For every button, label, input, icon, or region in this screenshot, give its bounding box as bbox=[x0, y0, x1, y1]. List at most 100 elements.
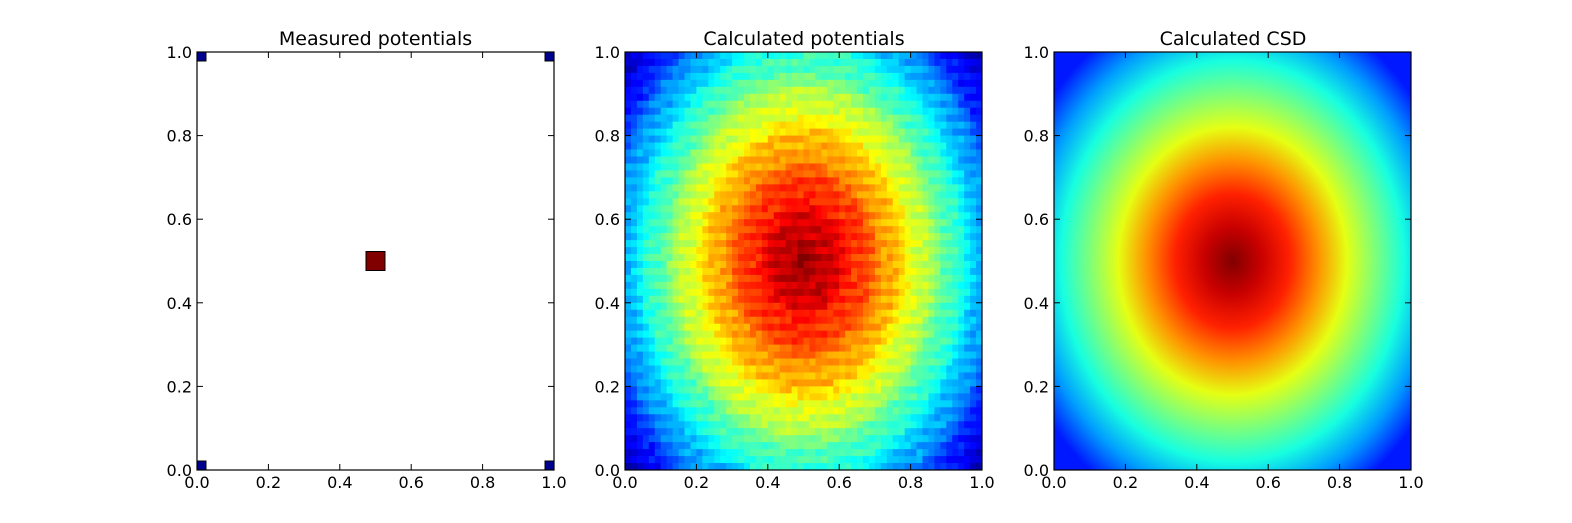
heatmap-cell bbox=[827, 86, 834, 95]
heatmap-cell bbox=[964, 149, 971, 157]
heatmap-cell bbox=[678, 274, 685, 283]
heatmap-cell bbox=[690, 156, 697, 164]
heatmap-cell bbox=[732, 65, 739, 74]
heatmap-cell bbox=[761, 149, 769, 157]
heatmap-cell bbox=[970, 261, 977, 269]
heatmap-cell bbox=[922, 414, 929, 422]
heatmap-cell bbox=[666, 205, 673, 213]
heatmap-cell bbox=[690, 456, 697, 464]
heatmap-cell bbox=[666, 344, 673, 352]
heatmap-cell bbox=[970, 281, 977, 290]
heatmap-cell bbox=[857, 267, 864, 276]
heatmap-cell bbox=[761, 79, 769, 88]
heatmap-cell bbox=[732, 456, 739, 464]
heatmap-cell bbox=[970, 463, 977, 471]
heatmap-cell bbox=[755, 212, 763, 220]
heatmap-cell bbox=[797, 274, 804, 283]
heatmap-cell bbox=[696, 337, 703, 345]
heatmap-cell bbox=[720, 107, 727, 116]
heatmap-cell bbox=[720, 449, 727, 457]
heatmap-cell bbox=[672, 114, 679, 123]
heatmap-cell bbox=[696, 386, 703, 394]
heatmap-cell bbox=[851, 58, 858, 67]
heatmap-cell bbox=[934, 156, 941, 164]
heatmap-cell bbox=[672, 240, 679, 248]
heatmap-cell bbox=[761, 351, 769, 359]
heatmap-cell bbox=[904, 170, 911, 178]
heatmap-cell bbox=[755, 330, 763, 339]
heatmap-cell bbox=[714, 358, 721, 366]
heatmap-cell bbox=[922, 442, 929, 450]
heatmap-cell bbox=[910, 372, 917, 380]
heatmap-cell bbox=[940, 316, 947, 325]
heatmap-cell bbox=[958, 344, 965, 352]
heatmap-cell bbox=[702, 351, 709, 359]
heatmap-cell bbox=[779, 52, 787, 60]
heatmap-cell bbox=[785, 107, 792, 116]
heatmap-cell bbox=[726, 142, 733, 150]
heatmap-cell bbox=[874, 58, 882, 67]
heatmap-cell bbox=[970, 191, 977, 199]
heatmap-cell bbox=[660, 107, 668, 116]
heatmap-cell bbox=[648, 93, 656, 102]
heatmap-cell bbox=[672, 323, 679, 332]
heatmap-cell bbox=[964, 281, 971, 290]
heatmap-cell bbox=[767, 177, 775, 185]
heatmap-cell bbox=[690, 386, 697, 394]
heatmap-cell bbox=[940, 52, 947, 60]
heatmap-cell bbox=[672, 79, 679, 88]
heatmap-cell bbox=[874, 428, 882, 436]
heatmap-cell bbox=[708, 302, 715, 311]
heatmap-cell bbox=[886, 114, 894, 123]
heatmap-cell bbox=[940, 247, 947, 255]
panel-calculated-csd: Calculated CSD 0.0 0.2 0.4 0.6 0.8 1.00.00.20… bbox=[1024, 28, 1424, 492]
heatmap-cell bbox=[952, 177, 959, 185]
heatmap-cell bbox=[642, 198, 650, 206]
heatmap-cell bbox=[714, 435, 721, 443]
heatmap-cell bbox=[690, 52, 697, 60]
heatmap-cell bbox=[630, 58, 638, 67]
heatmap-cell bbox=[874, 295, 882, 304]
heatmap-cell bbox=[928, 170, 935, 178]
heatmap-cell bbox=[744, 281, 751, 290]
heatmap-cell bbox=[970, 414, 977, 422]
heatmap-cell bbox=[815, 288, 822, 297]
heatmap-cell bbox=[684, 344, 691, 352]
heatmap-cell bbox=[857, 344, 864, 352]
heatmap-cell bbox=[946, 393, 953, 401]
heatmap-cell bbox=[660, 463, 668, 471]
heatmap-cell bbox=[809, 421, 816, 429]
heatmap-cell bbox=[791, 386, 798, 394]
heatmap-cell bbox=[755, 316, 763, 325]
heatmap-cell bbox=[952, 309, 959, 318]
heatmap-cell bbox=[654, 442, 662, 450]
heatmap-cell bbox=[779, 219, 787, 227]
heatmap-cell bbox=[666, 247, 673, 255]
heatmap-cell bbox=[648, 428, 656, 436]
heatmap-cell bbox=[630, 226, 638, 234]
heatmap-cell bbox=[845, 254, 852, 262]
heatmap-cell bbox=[815, 261, 822, 269]
heatmap-cell bbox=[845, 58, 852, 67]
heatmap-cell bbox=[690, 400, 697, 408]
heatmap-cell bbox=[678, 386, 685, 394]
heatmap-cell bbox=[708, 449, 715, 457]
panel-title: Calculated potentials bbox=[703, 28, 904, 50]
heatmap-cell bbox=[928, 267, 935, 276]
heatmap-cell bbox=[666, 219, 673, 227]
heatmap-cell bbox=[690, 86, 697, 95]
heatmap-cell bbox=[803, 386, 810, 394]
heatmap-cell bbox=[749, 93, 757, 102]
heatmap-cell bbox=[738, 93, 745, 102]
heatmap-cell bbox=[976, 400, 983, 408]
heatmap-cell bbox=[749, 128, 757, 136]
heatmap-cell bbox=[821, 184, 828, 192]
heatmap-cell bbox=[755, 344, 763, 352]
heatmap-cell bbox=[708, 309, 715, 318]
heatmap-cell bbox=[857, 170, 864, 178]
heatmap-cell bbox=[863, 351, 870, 359]
heatmap-cell bbox=[940, 456, 947, 464]
heatmap-cell bbox=[827, 198, 834, 206]
heatmap-cell bbox=[946, 309, 953, 318]
heatmap-cell bbox=[934, 309, 941, 318]
